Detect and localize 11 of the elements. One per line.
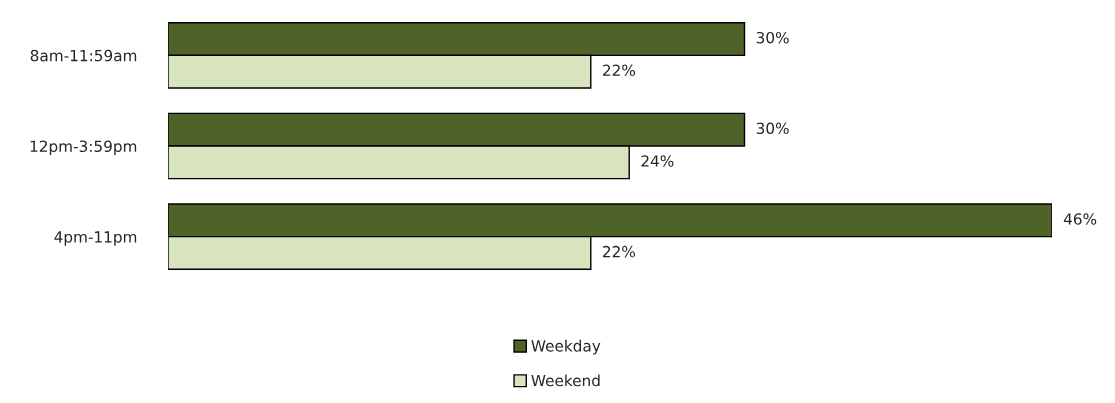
y-tick-label: 8am-11:59am [30,49,137,62]
legend-label: Weekday [531,339,601,355]
legend-label: Weekend [531,374,600,387]
data-label: 24% [641,155,674,167]
data-label: 46% [1063,213,1097,225]
y-tick-label: 12pm-3:59pm [30,140,137,155]
y-tick-label: 4pm-11pm [54,231,137,246]
data-label: 22% [603,64,636,77]
data-label: 30% [756,31,789,44]
data-label: 30% [756,122,789,135]
data-label: 22% [603,245,636,258]
